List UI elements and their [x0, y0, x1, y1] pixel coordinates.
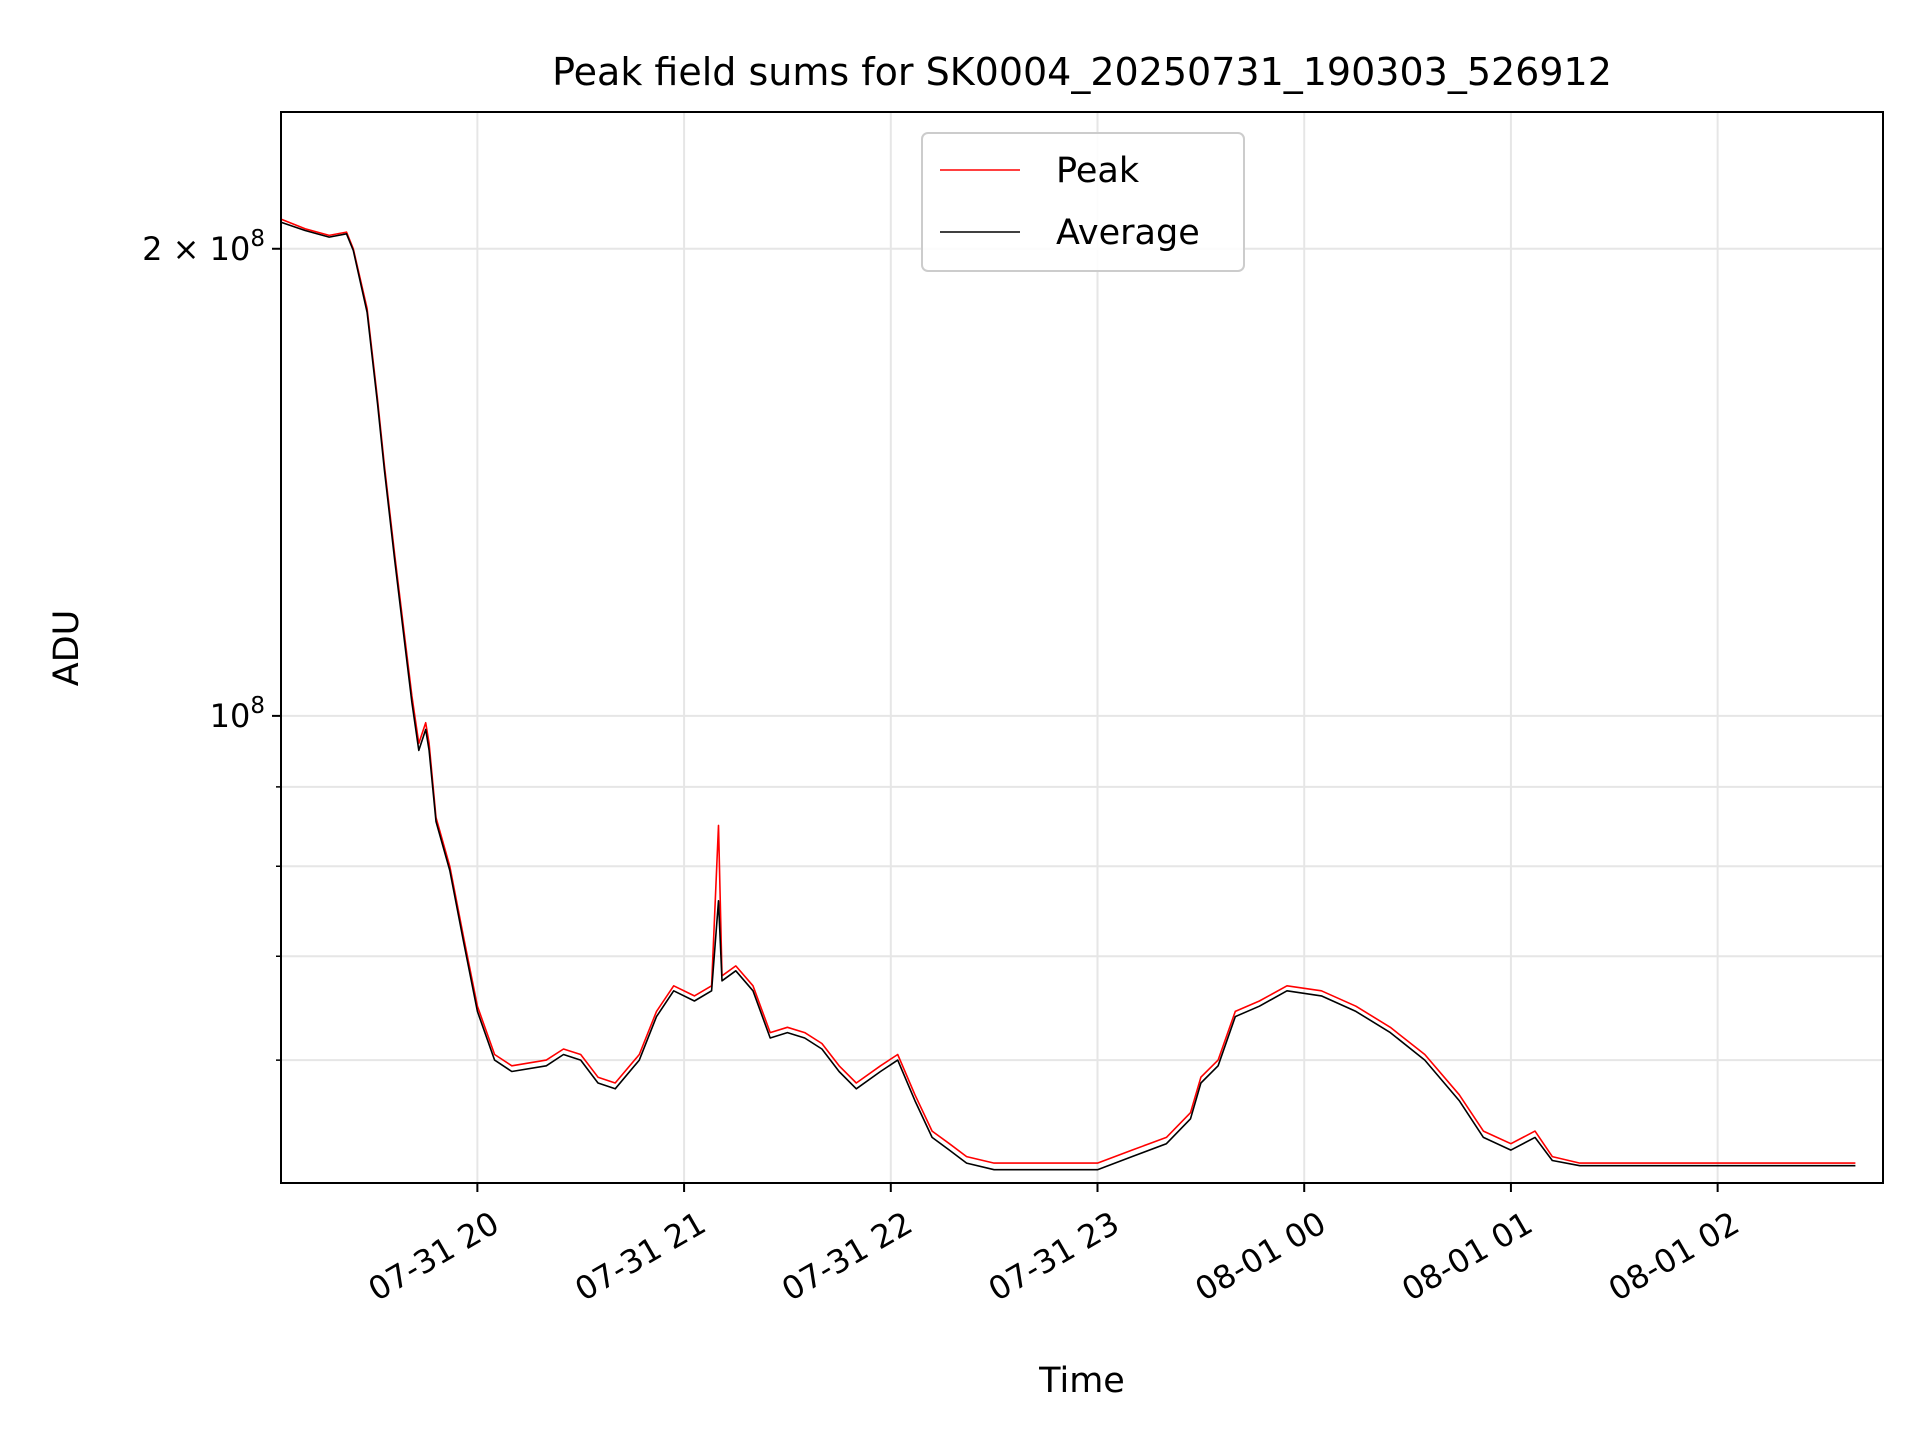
- legend-label-peak: Peak: [1056, 151, 1140, 191]
- series-line-average: [280, 221, 1856, 1171]
- series-lines: [280, 218, 1856, 1171]
- x-axis-label: Time: [1038, 1361, 1125, 1401]
- y-axis-label: ADU: [47, 610, 87, 687]
- y-tick-label: 2 × 108: [142, 226, 265, 268]
- legend-label-average: Average: [1056, 213, 1200, 253]
- chart-title: Peak field sums for SK0004_20250731_1903…: [552, 50, 1612, 94]
- legend-box: [921, 132, 1245, 272]
- y-tick-label: 108: [210, 693, 265, 735]
- series-line-peak: [280, 218, 1856, 1164]
- y-axis-ticks: 2 × 108 108: [142, 226, 281, 1061]
- grid-lines: [281, 112, 1883, 1183]
- plot-frame: [280, 111, 1884, 1184]
- legend: Peak Average: [921, 132, 1245, 272]
